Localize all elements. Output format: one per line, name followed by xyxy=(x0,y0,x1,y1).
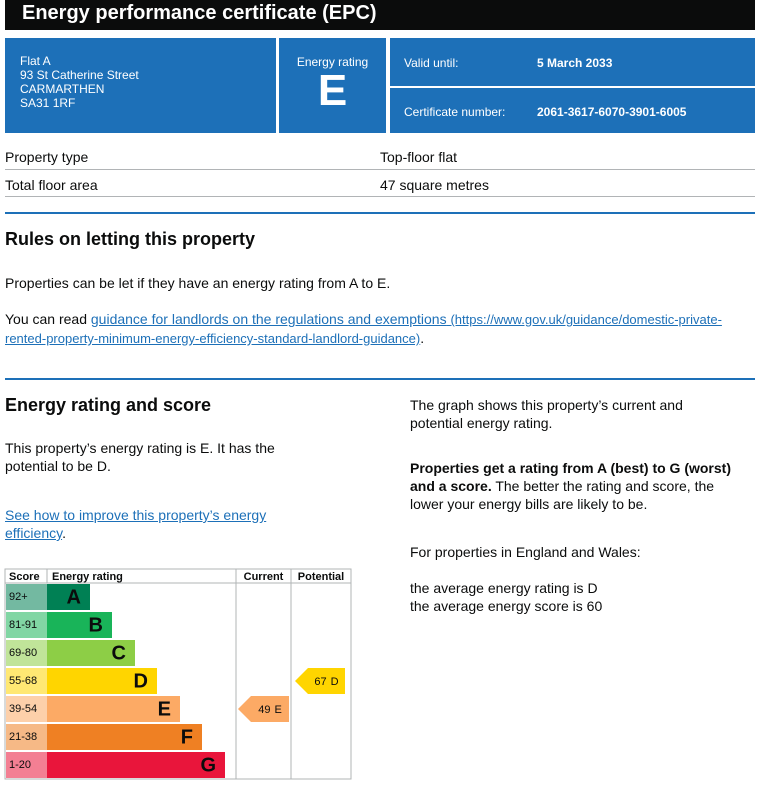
rating-box: Energy rating E xyxy=(279,38,386,133)
page-title: Energy performance certificate (EPC) xyxy=(22,2,377,24)
score-label: 81-91 xyxy=(9,619,37,631)
band-bar xyxy=(47,612,112,638)
band-bar xyxy=(47,668,157,694)
table-cell: Property type xyxy=(5,149,89,165)
graph-header: Current xyxy=(244,571,284,583)
row-line xyxy=(5,196,755,197)
rating-label: Energy rating xyxy=(296,55,369,69)
potential-label: 67 D xyxy=(314,676,338,688)
certificate-box: Certificate number: 2061-3617-6070-3901-… xyxy=(390,88,755,133)
current-letter: E xyxy=(274,704,281,716)
current-label: 49 E xyxy=(258,704,282,716)
score-label: 1-20 xyxy=(9,759,31,771)
rating-letter: E xyxy=(317,66,348,115)
paragraph: Properties get a rating from A (best) to… xyxy=(410,459,750,513)
table-cell: 47 square metres xyxy=(380,177,489,193)
paragraph: the average energy rating is D xyxy=(410,580,598,596)
score-cell xyxy=(6,696,47,722)
graph-header: Potential xyxy=(298,571,344,583)
band-bar xyxy=(47,724,202,750)
valid-label: Valid until: xyxy=(404,56,459,70)
band-letter: C xyxy=(112,642,126,664)
paragraph: Properties can be let if they have an en… xyxy=(5,275,391,291)
graph-header: Energy rating xyxy=(52,571,123,583)
paragraph: For properties in England and Wales: xyxy=(410,544,641,560)
epc-graph: Score Energy rating Current Potential 92+ A 81… xyxy=(4,568,352,780)
row-line xyxy=(5,169,755,170)
address-line: SA31 1RF xyxy=(20,96,76,110)
table-cell: Total floor area xyxy=(5,177,98,193)
bold-text: Properties get a rating from A (best) to… xyxy=(410,460,731,494)
text: . xyxy=(62,525,66,541)
address-box: Flat A 93 St Catherine Street CARMARTHEN… xyxy=(5,38,276,133)
text: You can read xyxy=(5,311,87,327)
score-label: 55-68 xyxy=(9,675,37,687)
score-label: 21-38 xyxy=(9,731,37,743)
section-line xyxy=(5,212,755,214)
score-cell xyxy=(6,640,47,666)
valid-box: Valid until: 5 March 2033 xyxy=(390,38,755,86)
section-heading: Energy rating and score xyxy=(5,395,212,415)
guidance-link[interactable]: guidance for landlords on the regulation… xyxy=(5,311,722,346)
band-bar xyxy=(47,696,180,722)
paragraph: the average energy score is 60 xyxy=(410,598,603,614)
certificate-label: Certificate number: xyxy=(404,105,506,119)
potential-arrow xyxy=(295,668,345,694)
improve-link[interactable]: See how to improve this property’s energ… xyxy=(5,507,267,541)
score-cell xyxy=(6,584,47,610)
address-line: Flat A xyxy=(20,54,51,68)
score-label: 92+ xyxy=(9,591,28,603)
band-letter: E xyxy=(158,698,171,720)
text: The better the rating and score, the low… xyxy=(410,478,715,512)
title-bar: Energy performance certificate (EPC) xyxy=(5,0,755,30)
address-line: 93 St Catherine Street xyxy=(20,68,139,82)
score-cell xyxy=(6,724,47,750)
band-letter: A xyxy=(67,586,81,608)
text: . xyxy=(420,330,425,346)
band-letter: G xyxy=(200,754,216,776)
link-url: (https://www.gov.uk/guidance/domestic-pr… xyxy=(5,312,722,346)
paragraph: This property’s energy rating is E. It h… xyxy=(5,440,275,474)
band-letter: B xyxy=(89,614,103,636)
current-score: 49 xyxy=(258,704,270,716)
current-arrow xyxy=(238,696,289,722)
score-cell xyxy=(6,752,47,778)
band-bar xyxy=(47,640,135,666)
band-bar xyxy=(47,752,225,778)
score-cell xyxy=(6,612,47,638)
band-bar xyxy=(47,584,90,610)
certificate-value: 2061-3617-6070-3901-6005 xyxy=(537,105,687,119)
score-label: 69-80 xyxy=(9,647,37,659)
section-line xyxy=(5,378,755,380)
paragraph: The graph shows this property’s current … xyxy=(410,397,683,431)
address-line: CARMARTHEN xyxy=(20,82,105,96)
potential-letter: D xyxy=(331,676,339,688)
graph-header: Score xyxy=(9,571,40,583)
address: Flat A 93 St Catherine Street CARMARTHEN… xyxy=(20,54,139,110)
paragraph: See how to improve this property’s energ… xyxy=(5,506,295,542)
score-label: 39-54 xyxy=(9,703,37,715)
band-letter: D xyxy=(134,670,148,692)
link-text: guidance for landlords on the regulation… xyxy=(90,311,447,327)
valid-value: 5 March 2033 xyxy=(537,56,613,70)
paragraph: You can read guidance for landlords on t… xyxy=(5,310,730,348)
band-letter: F xyxy=(181,726,193,748)
section-heading: Rules on letting this property xyxy=(5,229,256,249)
score-cell xyxy=(6,668,47,694)
table-cell: Top-floor flat xyxy=(380,149,458,165)
potential-score: 67 xyxy=(314,676,326,688)
